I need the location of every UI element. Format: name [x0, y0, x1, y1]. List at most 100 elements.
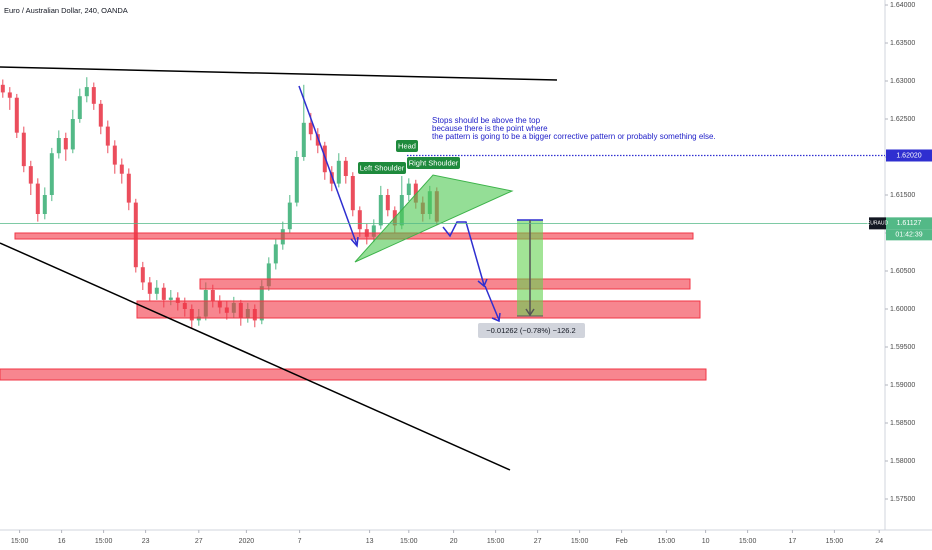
- x-tick-label: 16: [58, 538, 66, 545]
- head-box: [396, 140, 418, 152]
- y-tick-label: 1.60500: [890, 268, 915, 275]
- candle-body: [21, 132, 26, 167]
- x-tick-label: 7: [298, 538, 302, 545]
- trendline: [0, 242, 511, 471]
- candle-body: [266, 263, 271, 287]
- candle-body: [98, 103, 103, 127]
- candle-body: [350, 176, 355, 211]
- candle-body: [287, 202, 292, 230]
- arrow: [484, 285, 500, 321]
- candle-body: [301, 122, 306, 158]
- y-tick-label: 1.64000: [890, 2, 915, 9]
- countdown: 01:42:39: [895, 232, 922, 239]
- price-label: 1.62020: [896, 152, 921, 159]
- y-tick-label: 1.61500: [890, 192, 915, 199]
- candle-body: [14, 97, 19, 133]
- candle-body: [154, 287, 159, 294]
- candle-body: [126, 173, 131, 203]
- x-tick-label: 20: [450, 538, 458, 545]
- left-shoulder-label: Left Shoulder: [360, 163, 405, 172]
- y-tick-label: 1.59000: [890, 382, 915, 389]
- head-label: Head: [398, 141, 416, 150]
- y-tick-label: 1.63000: [890, 78, 915, 85]
- drawings: −0.01262 (−0.78%) −126.2 Head Left Shoul…: [0, 66, 716, 471]
- y-tick-label: 1.59500: [890, 344, 915, 351]
- candle-body: [49, 153, 54, 196]
- measure-box: [478, 323, 585, 338]
- arrow: [442, 221, 485, 286]
- y-tick-label: 1.58500: [890, 420, 915, 427]
- shoulder-box: [358, 162, 406, 174]
- candle-body: [28, 166, 33, 184]
- candle-body: [273, 244, 278, 264]
- x-tick-label: 15:00: [400, 538, 418, 545]
- price-label-box: [886, 149, 932, 162]
- x-tick-label: 10: [702, 538, 710, 545]
- y-tick-label: 1.60000: [890, 306, 915, 313]
- note-line: Stops should be above the top: [432, 116, 541, 125]
- note-line: the pattern is going to be a bigger corr…: [432, 132, 716, 141]
- candle-body: [112, 145, 117, 165]
- x-tick-label: 15:00: [487, 538, 505, 545]
- zone: [0, 368, 707, 381]
- candle-body: [406, 183, 411, 196]
- zone: [199, 278, 691, 290]
- right-shoulder-label: Right Shoulder: [409, 158, 459, 167]
- candle-body: [210, 290, 215, 302]
- x-tick-label: 15:00: [95, 538, 113, 545]
- x-tick-label: 27: [534, 538, 542, 545]
- candle-body: [84, 87, 89, 97]
- price-label-box: [886, 217, 932, 230]
- y-tick-label: 1.57500: [890, 496, 915, 503]
- candle-body: [196, 316, 201, 321]
- candle-body: [119, 164, 124, 174]
- candle-body: [357, 210, 362, 230]
- candle-body: [42, 195, 47, 215]
- triangle: [354, 174, 514, 263]
- x-tick-label: Feb: [616, 538, 628, 545]
- arrow: [298, 85, 358, 246]
- candle-body: [371, 225, 376, 237]
- candle-body: [343, 160, 348, 177]
- candle-body: [147, 282, 152, 294]
- x-tick-label: 17: [789, 538, 797, 545]
- candle-body: [168, 297, 173, 300]
- shoulder-box: [407, 157, 460, 169]
- x-tick-label: 27: [195, 538, 203, 545]
- candle-body: [35, 183, 40, 215]
- candle-body: [140, 267, 145, 283]
- trendline: [0, 66, 558, 81]
- x-tick-label: 13: [366, 538, 374, 545]
- candle-body: [91, 87, 96, 104]
- zone: [136, 300, 701, 319]
- measure-label: −0.01262 (−0.78%) −126.2: [486, 326, 575, 335]
- arrow-head: [477, 278, 488, 288]
- x-tick-label: 2020: [239, 538, 255, 545]
- y-tick-label: 1.63500: [890, 40, 915, 47]
- candle-body: [385, 195, 390, 211]
- countdown-box: [886, 229, 932, 241]
- x-tick-label: 15:00: [739, 538, 757, 545]
- arrow-head: [350, 236, 359, 248]
- arrow-head: [491, 312, 501, 323]
- candle-body: [294, 157, 299, 203]
- symbol-label: EURAUD: [867, 221, 889, 227]
- x-tick-label: 23: [142, 538, 150, 545]
- candle-body: [378, 195, 383, 226]
- candle-body: [77, 96, 82, 120]
- x-tick-label: 15:00: [826, 538, 844, 545]
- x-tick-label: 24: [875, 538, 883, 545]
- candle-body: [413, 183, 418, 203]
- y-tick-label: 1.58000: [890, 458, 915, 465]
- x-tick-label: 15:00: [11, 538, 29, 545]
- candle-body: [308, 122, 313, 135]
- candle-body: [0, 84, 5, 93]
- candle-body: [7, 92, 12, 98]
- price-label: 1.61127: [897, 220, 922, 227]
- x-tick-label: 15:00: [658, 538, 676, 545]
- chart-title: Euro / Australian Dollar, 240, OANDA: [4, 6, 128, 15]
- candle-body: [161, 287, 166, 300]
